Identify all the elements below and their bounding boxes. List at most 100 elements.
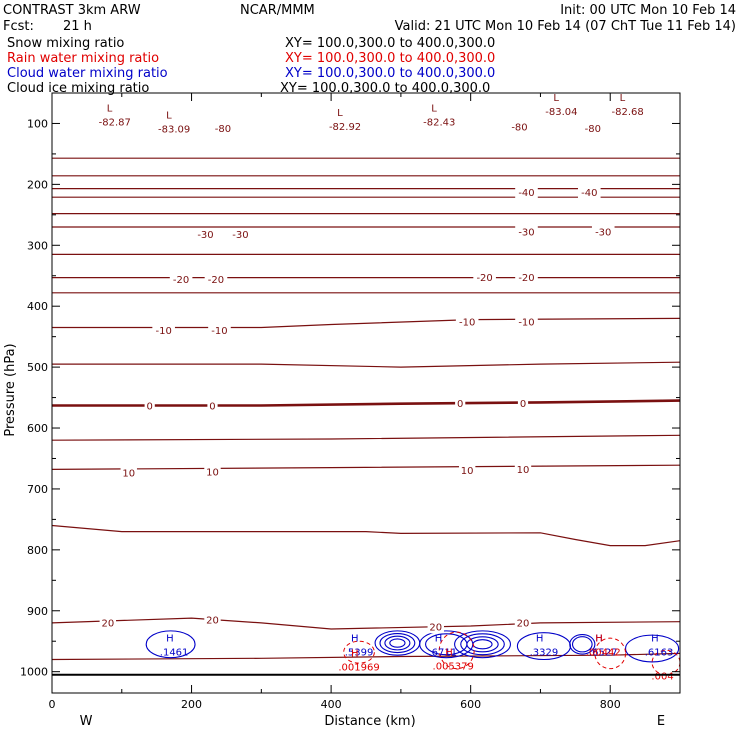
temperature-minimum-3-value: -82.43 (423, 117, 455, 128)
field-snow-xy: XY= 100.0,300.0 to 400.0,300.0 (285, 36, 495, 51)
header-init: Init: 00 UTC Mon 10 Feb 14 (560, 3, 736, 18)
x-tick-label-0: 0 (49, 698, 56, 711)
cloud-water-contour-3-0 (454, 630, 511, 659)
isotherm-label-1: -80 (511, 123, 527, 134)
rain-contour-1 (438, 631, 475, 670)
isotherm-label-28-bg (514, 616, 532, 629)
isotherm-label-3: -40 (518, 188, 534, 199)
isotherm-label-8-bg (591, 225, 615, 238)
x-tick-label-3: 600 (460, 698, 481, 711)
isotherm-zero-line (52, 399, 681, 407)
cloud-water-contour-1-2 (384, 635, 411, 651)
temperature-minimum-2-marker: L (337, 108, 343, 119)
temperature-minimum-4-marker: L (553, 93, 559, 104)
isotherm-label-25: 20 (101, 618, 114, 629)
rain-maximum-2-marker: H (595, 633, 603, 644)
isotherm-label-11-bg (473, 271, 496, 284)
x-axis-title: Distance (km) (324, 714, 415, 729)
isotherm-label-18: 0 (209, 402, 215, 413)
temperature-minimum-5-value: -82.68 (612, 107, 644, 118)
header-fcst-value: 21 h (63, 19, 92, 34)
isotherm-label-23: 10 (461, 466, 474, 477)
field-rain-xy: XY= 100.0,300.0 to 400.0,300.0 (285, 51, 495, 66)
cloud-water-contour-5-0 (569, 633, 596, 655)
temperature-minimum-2-value: -82.92 (329, 122, 361, 133)
cloud-water-maximum-5-value: .6163 (645, 647, 674, 658)
rain-water-contours (343, 631, 681, 676)
isotherm-label-27-bg (427, 621, 444, 634)
isotherm-label-16-bg (515, 316, 538, 329)
isotherm-line-11 (51, 434, 681, 441)
isotherm-label-6-bg (229, 228, 252, 241)
isotherm-label-4: -40 (581, 188, 597, 199)
isotherm-label-7-bg (515, 225, 538, 238)
west-label: W (80, 714, 93, 729)
isotherm-line-14 (51, 617, 681, 630)
field-rain-name: Rain water mixing ratio (7, 51, 159, 66)
contour-labels: -80 -80 -80 -40 -40 -30 -30 -30 -30 -20 -20 -20 -20 -… (99, 93, 674, 683)
cloud-water-maximum-0-marker: H (166, 633, 174, 644)
cloud-water-contour-6-0 (625, 634, 680, 663)
isotherm-label-15: -10 (459, 318, 475, 329)
isotherm-label-1-bg (508, 121, 531, 134)
field-cloudice-name: Cloud ice mixing ratio (7, 81, 149, 96)
temperature-isotherms (51, 157, 681, 661)
isotherm-label-9-bg (169, 273, 193, 286)
isotherm-label-26-bg (204, 613, 221, 626)
isotherm-label-11: -20 (476, 273, 492, 284)
isotherm-line-9 (52, 317, 681, 329)
rain-maximum-2-value: .00442 (586, 647, 621, 658)
isotherm-line-13 (51, 524, 681, 547)
cloud-water-contour-1-3 (389, 638, 406, 648)
cloud-water-maximum-1-value: .5399 (345, 647, 374, 658)
temperature-minimum-4-value: -83.04 (545, 107, 577, 118)
cloud-water-maximum-4-marker: H (595, 633, 603, 644)
y-tick-label-5: 600 (27, 422, 48, 435)
temperature-minimum-1-value: -83.09 (158, 125, 190, 136)
rain-maximum-1-value: .005379 (433, 661, 474, 672)
temperature-minimum-3-marker: L (431, 103, 437, 114)
isotherm-label-20-bg (517, 397, 529, 410)
isotherm-label-16: -10 (518, 318, 534, 329)
temperature-minimum-5-marker: L (620, 93, 626, 104)
y-tick-label-3: 400 (27, 300, 48, 313)
isotherm-label-8: -30 (595, 227, 611, 238)
isotherm-line-12 (51, 464, 681, 470)
y-tick-label-7: 800 (27, 544, 48, 557)
x-tick-label-2: 400 (321, 698, 342, 711)
cloud-water-contour-3-3 (472, 639, 493, 650)
y-tick-label-2: 300 (27, 239, 48, 252)
isotherm-label-9: -20 (173, 275, 189, 286)
cloud-water-maximum-2-marker: H (435, 633, 443, 644)
isotherm-label-18-bg (207, 400, 218, 413)
rain-maximum-0-value: .001969 (338, 663, 379, 674)
cloud-water-contour-0-0 (145, 630, 196, 659)
cloud-water-maximum-0-value: .1461 (160, 647, 189, 658)
plot-frame (51, 92, 681, 694)
isotherm-label-12-bg (515, 271, 538, 284)
isotherm-label-0: -80 (215, 124, 231, 135)
temperature-minimum-1-marker: L (166, 111, 172, 122)
rain-contour-0 (343, 640, 375, 664)
isotherm-label-28: 20 (517, 618, 530, 629)
header-left-title: CONTRAST 3km ARW (3, 3, 141, 18)
field-cloudice-xy: XY= 100.0,300.0 to 400.0,300.0 (280, 81, 490, 96)
y-tick-label-1: 200 (27, 178, 48, 191)
cloud-water-maximum-4-value: .6527 (589, 647, 618, 658)
rain-maximum-3-value: .004 (651, 672, 673, 683)
header-valid: Valid: 21 UTC Mon 10 Feb 14 (07 ChT Tue … (395, 19, 736, 34)
temperature-minimum-0-value: -82.87 (99, 117, 131, 128)
temperature-minimum-0-marker: L (107, 103, 113, 114)
isotherm-label-20: 0 (520, 399, 526, 410)
y-tick-label-6: 700 (27, 483, 48, 496)
y-tick-label-9: 1000 (20, 666, 48, 679)
cloud-water-contour-1-0 (374, 630, 421, 656)
field-snow-name: Snow mixing ratio (7, 36, 124, 51)
isotherm-label-27: 20 (429, 623, 442, 634)
isotherm-label-25-bg (99, 616, 117, 629)
rain-maximum-1-marker: H (445, 647, 453, 658)
isotherm-label-19-bg (455, 397, 466, 410)
isotherm-label-21-bg (120, 467, 137, 480)
cloud-water-contour-5-1 (571, 636, 593, 653)
